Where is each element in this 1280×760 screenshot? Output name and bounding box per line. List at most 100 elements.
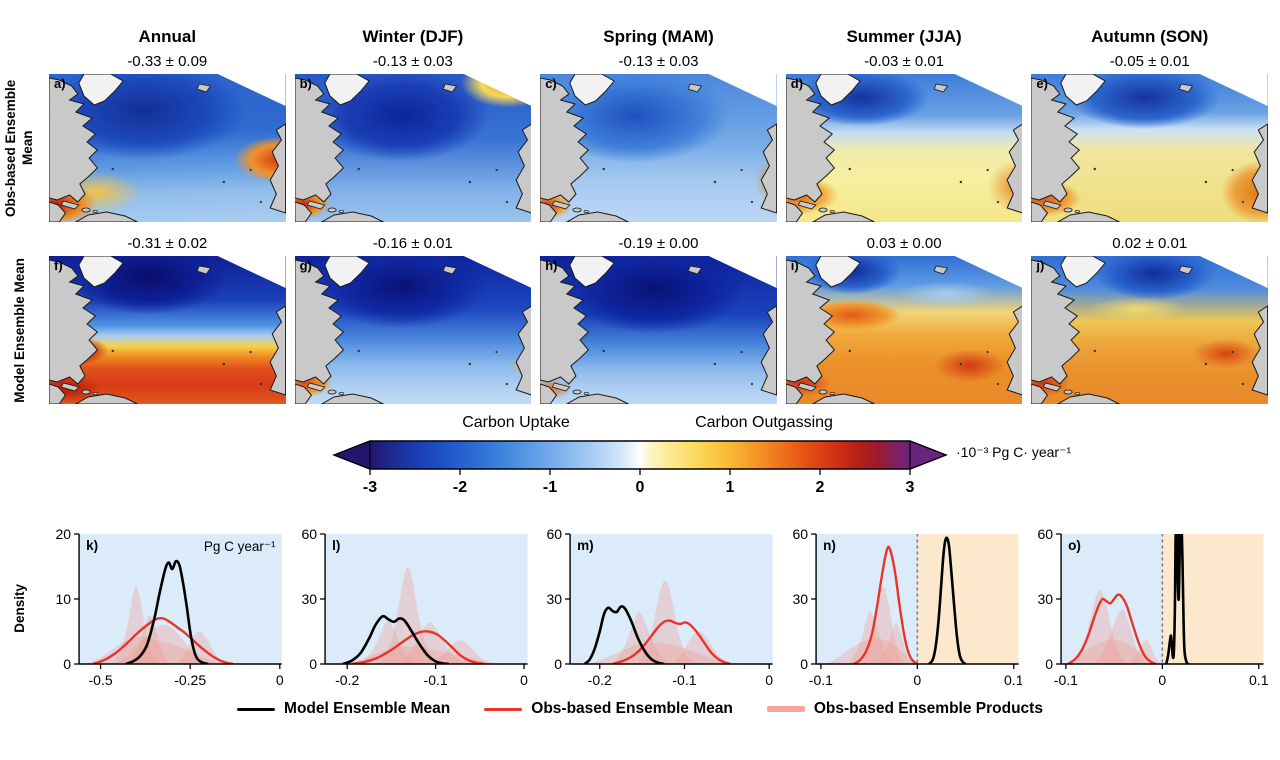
svg-text:20: 20 [55,526,71,542]
svg-text:0: 0 [913,672,921,688]
land-overlay [49,256,286,404]
stat-value: 0.03 ± 0.00 [866,235,942,252]
row-label-holder: Model Ensemble Mean [0,256,40,404]
map-panel-a: a) [49,74,286,222]
model-stats-row: -0.31 ± 0.02 -0.16 ± 0.01 -0.19 ± 0.00 0… [0,222,1280,256]
density-panel-l: -0.2 -0.1 0 0 30 60 l) [301,526,528,688]
svg-text:-2: -2 [453,479,467,496]
map-panel-d: d) [785,74,1023,222]
gutter [0,50,40,74]
model-line-swatch [237,707,276,711]
column-titles-row: Annual Winter (DJF) Spring (MAM) Summer … [0,24,1280,50]
svg-text:3: 3 [906,479,915,496]
legend-item-obs-products: Obs-based Ensemble Products [766,700,1043,718]
gutter [0,24,40,50]
stat-value: -0.13 ± 0.03 [372,53,453,70]
panel-letter: h) [545,258,558,273]
panel-letter: d) [790,76,804,91]
obs-maps-row: Obs-based Ensemble Mean a) b) c) d) e) [0,74,1280,222]
svg-text:0: 0 [554,656,562,672]
density-ylabel-holder: Density [0,526,40,690]
svg-text:60: 60 [792,526,808,542]
svg-text:l): l) [332,538,340,553]
svg-text:-0.1: -0.1 [809,672,833,688]
map-panel-c: c) [540,74,777,222]
land-overlay [540,256,777,404]
svg-text:0: 0 [1046,656,1054,672]
carbon-outgassing-label: Carbon Outgassing [695,414,833,431]
panel-letter: e) [1036,76,1048,91]
density-panel-m: -0.2 -0.1 0 0 30 60 m) [547,526,774,688]
svg-text:m): m) [577,538,594,553]
svg-text:0: 0 [1159,672,1167,688]
panel-letter: a) [54,76,66,91]
land-overlay [785,74,1023,222]
obs-stats-row: -0.33 ± 0.09 -0.13 ± 0.03 -0.13 ± 0.03 -… [0,50,1280,74]
land-overlay [540,74,777,222]
svg-text:60: 60 [547,526,563,542]
stat-value: -0.19 ± 0.00 [618,235,699,252]
land-overlay [1031,256,1268,404]
density-row: Density -0.5 -0.25 0 0 10 20 k) Pg C year⁻¹ -0.… [0,526,1280,690]
map-panel-g: g) [294,256,532,404]
panel-letter: b) [299,76,312,91]
legend-label: Obs-based Ensemble Mean [531,700,733,717]
svg-text:-0.1: -0.1 [1054,672,1078,688]
obs-products-swatch [766,706,805,712]
svg-text:-0.1: -0.1 [423,672,447,688]
map-panel-b: b) [294,74,532,222]
svg-text:2: 2 [816,479,825,496]
column-title-winter: Winter (DJF) [362,27,464,46]
panel-letter: g) [299,258,312,273]
svg-text:0: 0 [309,656,317,672]
legend-item-model: Model Ensemble Mean [237,700,450,718]
map-panel-e: e) [1031,74,1268,222]
land-overlay [49,74,286,222]
svg-text:-0.2: -0.2 [335,672,359,688]
svg-text:o): o) [1068,538,1081,553]
land-overlay [294,74,532,222]
svg-text:-0.5: -0.5 [89,672,113,688]
svg-text:0: 0 [765,672,773,688]
legend-item-obs-mean: Obs-based Ensemble Mean [484,700,733,718]
stat-value: -0.03 ± 0.01 [864,53,945,70]
carbon-uptake-label: Carbon Uptake [462,414,570,431]
svg-text:10: 10 [55,591,71,607]
panel-letter: f) [54,258,63,273]
model-maps-row: Model Ensemble Mean f) g) h) i) j) [0,256,1280,404]
stat-value: 0.02 ± 0.01 [1112,235,1188,252]
svg-text:0: 0 [636,479,645,496]
svg-text:-0.2: -0.2 [588,672,612,688]
panel-letter: i) [790,258,799,273]
land-overlay [294,256,532,404]
svg-text:-3: -3 [363,479,377,496]
svg-text:30: 30 [792,591,808,607]
obs-mean-line-swatch [484,707,523,711]
stat-value: -0.13 ± 0.03 [618,53,699,70]
column-title-summer: Summer (JJA) [846,27,962,46]
column-title-spring: Spring (MAM) [603,27,714,46]
svg-text:Pg C year⁻¹: Pg C year⁻¹ [204,539,276,554]
map-panel-j: j) [1031,256,1268,404]
density-ylabel: Density [11,583,27,633]
legend: Model Ensemble Mean Obs-based Ensemble M… [0,700,1280,718]
column-title-annual: Annual [138,27,197,46]
svg-text:1: 1 [726,479,735,496]
stat-value: -0.33 ± 0.09 [127,53,208,70]
svg-text:60: 60 [1038,526,1054,542]
svg-text:-1: -1 [543,479,557,496]
row-label-holder: Obs-based Ensemble Mean [0,74,40,222]
svg-text:0: 0 [800,656,808,672]
svg-text:n): n) [823,538,836,553]
density-panel-k: -0.5 -0.25 0 0 10 20 k) Pg C year⁻¹ [55,526,283,688]
svg-text:30: 30 [1038,591,1054,607]
svg-text:0: 0 [63,656,71,672]
gutter [0,222,40,256]
panel-letter: c) [545,76,557,91]
svg-text:0: 0 [520,672,528,688]
colorbar-labels: Carbon Uptake Carbon Outgassing [330,414,950,438]
figure: Annual Winter (DJF) Spring (MAM) Summer … [0,18,1280,760]
row-label-model: Model Ensemble Mean [11,257,27,403]
